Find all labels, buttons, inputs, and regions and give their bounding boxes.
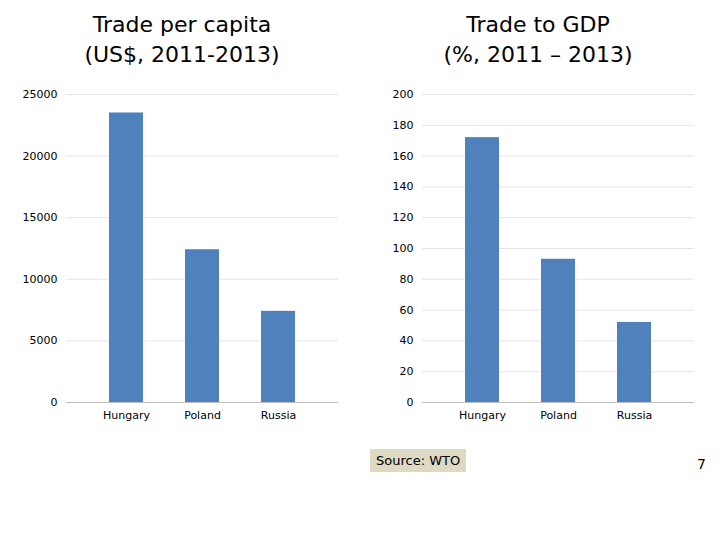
svg-text:15000: 15000	[23, 211, 58, 224]
html-text:Trade to GDP: Trade to GDP	[466, 12, 610, 37]
svg-text:140: 140	[393, 180, 414, 193]
svg-text:25000: 25000	[23, 88, 58, 101]
svg-text:180: 180	[393, 119, 414, 132]
svg-text:20: 20	[400, 365, 414, 378]
svg-text:80: 80	[400, 273, 414, 286]
svg-text:60: 60	[400, 304, 414, 317]
svg-text:0: 0	[51, 396, 58, 409]
html-text:(%, 2011 – 2013): (%, 2011 – 2013)	[443, 42, 633, 67]
svg-text:5000: 5000	[30, 334, 58, 347]
svg-text:20000: 20000	[23, 150, 58, 163]
svg-text:40: 40	[400, 334, 414, 347]
svg-text:160: 160	[393, 150, 414, 163]
svg-text:Hungary: Hungary	[103, 409, 150, 422]
svg-text:Hungary: Hungary	[459, 409, 506, 422]
svg-text:200: 200	[393, 88, 414, 101]
svg-text:0: 0	[407, 396, 414, 409]
svg-text:Poland: Poland	[184, 409, 221, 422]
html-text:Trade per capita: Trade per capita	[92, 12, 272, 37]
svg-text:Russia: Russia	[261, 409, 296, 422]
svg-text:Poland: Poland	[540, 409, 577, 422]
svg-text:120: 120	[393, 211, 414, 224]
svg-text:Russia: Russia	[617, 409, 652, 422]
svg-text:100: 100	[393, 242, 414, 255]
html-text:Source: WTO: Source: WTO	[376, 453, 461, 468]
html-text:(US$, 2011-2013): (US$, 2011-2013)	[84, 42, 280, 67]
svg-text:10000: 10000	[23, 273, 58, 286]
html-text:7: 7	[697, 456, 706, 472]
